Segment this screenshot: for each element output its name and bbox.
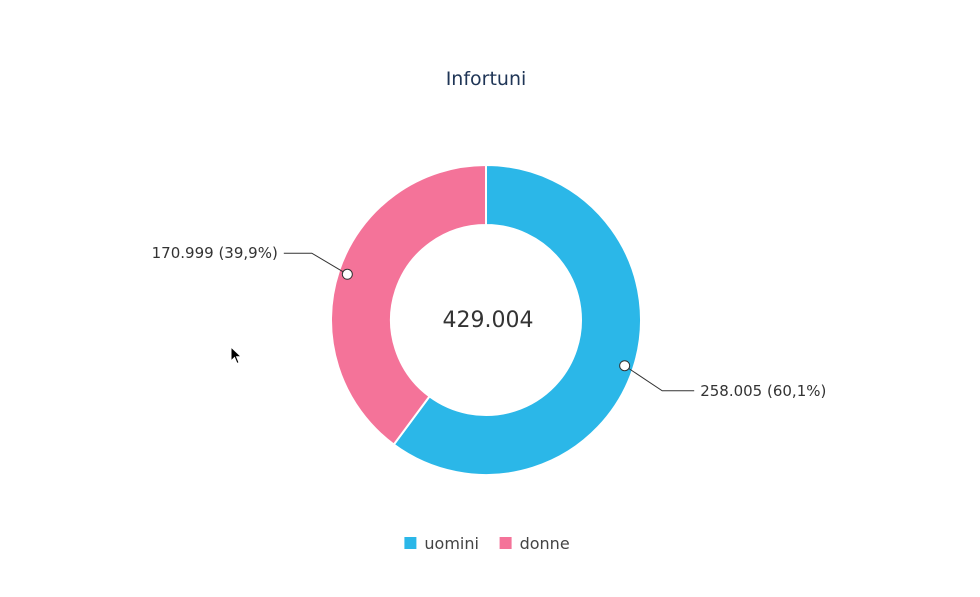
chart-title: Infortuni [446, 68, 527, 90]
data-label-donne: 170.999 (39,9%) [152, 244, 278, 262]
data-label-uomini: 258.005 (60,1%) [700, 382, 826, 400]
legend-label-donne: donne [520, 534, 570, 553]
slice-uomini[interactable] [392, 163, 642, 476]
legend-item-uomini[interactable]: uomini [404, 534, 479, 553]
connector-dot-donne [341, 268, 353, 280]
data-labels: 258.005 (60,1%) 170.999 (39,9%) [152, 244, 827, 400]
slice-donne[interactable] [330, 163, 487, 446]
connector-dot-uomini [619, 360, 631, 372]
legend-swatch-uomini [404, 537, 417, 549]
legend-label-uomini: uomini [424, 534, 479, 553]
connector-uomini [624, 365, 695, 392]
slices [330, 163, 642, 476]
mouse-pointer-icon [230, 346, 243, 365]
center-total-label: 429.004 [443, 308, 534, 333]
legend-swatch-donne [499, 537, 512, 549]
legend-item-donne[interactable]: donne [499, 534, 570, 553]
connector-donne [283, 252, 348, 275]
legend: uomini donne [404, 534, 570, 553]
